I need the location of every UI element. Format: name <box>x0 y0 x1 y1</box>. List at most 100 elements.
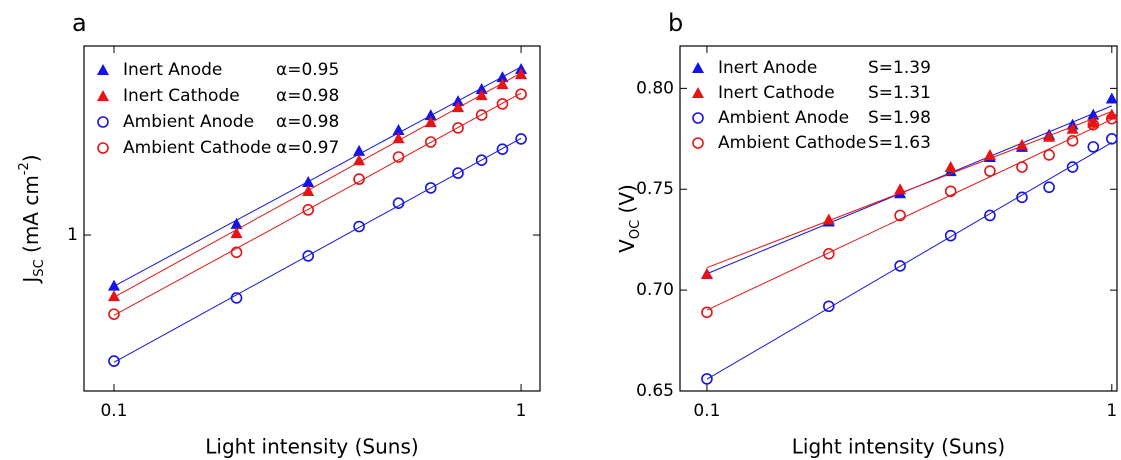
y-axis-label: VOC (V) <box>615 184 644 253</box>
data-point <box>1066 161 1079 173</box>
x-axis-label: Light intensity (Suns) <box>792 435 1005 459</box>
data-point <box>944 161 957 173</box>
legend-annotation: α=0.98 <box>276 112 339 132</box>
data-point <box>1043 149 1055 161</box>
data-point <box>1043 130 1056 142</box>
y-tick-label: 0.65 <box>636 381 674 401</box>
data-point <box>1106 112 1118 125</box>
legend-annotation: S=1.31 <box>868 83 931 103</box>
legend-marker <box>692 62 704 73</box>
y-axis-label-part: J <box>19 277 43 285</box>
fit-line <box>706 118 1113 311</box>
data-point <box>353 220 365 233</box>
y-tick-label: 1 <box>67 225 78 245</box>
y-tick-label: 0.75 <box>636 179 674 199</box>
data-point <box>984 165 996 177</box>
legend-label: Ambient Anode <box>123 112 254 132</box>
y-axis-label-part: (V) <box>615 184 639 220</box>
data-point <box>1087 141 1100 153</box>
panel-label: a <box>72 9 87 37</box>
data-point <box>108 355 120 367</box>
data-point <box>1016 161 1028 173</box>
data-point <box>424 116 437 128</box>
data-point <box>1105 92 1118 104</box>
data-point <box>392 151 405 163</box>
data-point <box>475 109 488 121</box>
plot-frame <box>679 45 1118 392</box>
data-point <box>452 95 465 107</box>
x-tick-label: 1 <box>516 401 527 421</box>
panel-label: b <box>668 9 683 37</box>
fit-line <box>706 142 1113 380</box>
data-point <box>944 229 957 242</box>
data-point <box>302 250 315 262</box>
data-point <box>230 227 243 239</box>
y-axis-label-part: ) <box>19 154 43 162</box>
data-point <box>496 98 509 110</box>
data-point <box>515 133 527 145</box>
data-point <box>230 246 243 259</box>
data-point <box>1087 118 1100 131</box>
data-point <box>983 148 996 160</box>
y-axis-label-part: (mA cm <box>19 175 43 259</box>
data-point <box>894 183 907 195</box>
data-point <box>302 185 315 197</box>
data-point <box>424 136 437 148</box>
x-axis-label: Light intensity (Suns) <box>205 435 418 459</box>
legend-label: Inert Anode <box>123 60 222 80</box>
legend-marker <box>97 64 109 75</box>
data-point <box>353 154 366 166</box>
data-point <box>1016 191 1028 204</box>
data-point <box>475 154 488 166</box>
legend-marker <box>692 137 704 149</box>
data-point <box>1015 138 1028 150</box>
legend-annotation: α=0.95 <box>276 60 339 80</box>
data-point <box>392 123 405 135</box>
legend-marker <box>97 116 109 128</box>
data-point <box>452 101 465 113</box>
data-point <box>392 132 405 144</box>
y-tick-label: 0.70 <box>636 280 674 300</box>
fit-line <box>113 137 522 363</box>
legend-label: Ambient Cathode <box>123 138 271 158</box>
legend-annotation: α=0.97 <box>276 138 339 158</box>
data-point <box>424 109 437 121</box>
data-point <box>496 143 509 156</box>
data-point <box>424 182 437 194</box>
data-point <box>302 204 315 216</box>
fit-line <box>113 66 522 287</box>
data-point <box>1066 135 1079 147</box>
data-point <box>944 185 957 198</box>
data-point <box>984 209 996 222</box>
y-axis-label-part: V <box>615 239 639 253</box>
data-point <box>823 248 835 260</box>
data-point <box>1087 108 1100 120</box>
data-point <box>701 373 713 385</box>
data-point <box>452 122 464 134</box>
data-point <box>1066 122 1079 134</box>
data-point <box>894 260 906 272</box>
data-point <box>515 88 527 100</box>
data-point <box>475 83 488 95</box>
legend-marker <box>97 90 109 101</box>
x-tick-label: 0.1 <box>693 401 720 421</box>
y-axis-label: JSC (mA cm-2) <box>17 154 47 284</box>
data-point <box>475 89 488 101</box>
legend-label: Inert Cathode <box>123 86 240 106</box>
data-point <box>1106 133 1118 145</box>
legend-marker <box>692 112 704 124</box>
legend-label: Inert Anode <box>718 58 817 78</box>
legend-label: Ambient Cathode <box>718 133 866 153</box>
data-point <box>353 144 366 156</box>
y-axis-label-part: -2 <box>17 162 32 175</box>
data-point <box>230 217 243 229</box>
y-axis-label-part: OC <box>628 220 643 239</box>
legend-marker <box>692 87 704 98</box>
legend-annotation: S=1.63 <box>868 133 931 153</box>
legend-annotation: S=1.98 <box>868 108 931 128</box>
data-point <box>1043 181 1055 194</box>
legend-annotation: S=1.39 <box>868 58 931 78</box>
y-axis-label-part: SC <box>32 259 47 276</box>
data-point <box>496 71 509 83</box>
data-point <box>107 290 120 302</box>
